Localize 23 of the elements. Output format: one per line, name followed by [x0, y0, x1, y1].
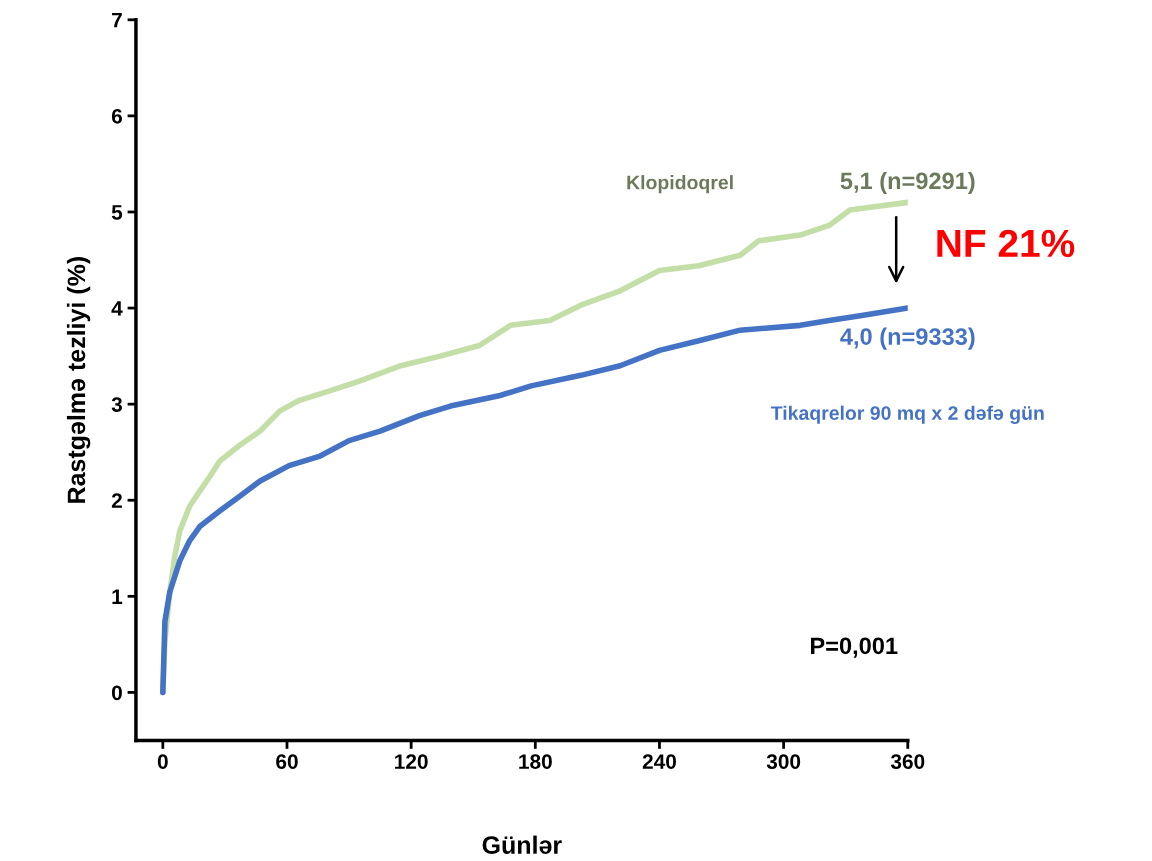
y-tick-label: 5	[111, 205, 123, 220]
y-tick-label: 1	[112, 589, 123, 604]
y-tick-label: 3	[111, 397, 122, 412]
x-tick-label: 120	[395, 754, 428, 769]
y-axis-title: Rastgəlmə tezliyi (%)	[66, 257, 91, 503]
y-tick-label: 4	[111, 301, 123, 316]
data-label: 5,1 (n=9291)	[840, 171, 975, 194]
text: NF 21%	[937, 229, 1075, 258]
y-tick-label: 7	[112, 13, 122, 28]
x-tick-label: 0	[157, 754, 168, 769]
x-tick-label: 60	[276, 754, 298, 769]
x-tick-label: 360	[890, 754, 925, 769]
data-label: 4,0 (n=9333)	[840, 327, 975, 350]
text: Klopidoqrel	[627, 175, 733, 194]
x-tick-label: 300	[766, 754, 801, 769]
x-tick-label: 240	[642, 754, 676, 769]
y-tick-label: 0	[111, 685, 122, 701]
text: Tikaqrelor 90 mq x 2 dəfə gün	[770, 405, 1044, 424]
x-tick-label: 180	[519, 754, 552, 769]
y-tick-label: 6	[111, 108, 122, 124]
x-axis-title: Günlər	[482, 835, 562, 854]
y-tick-label: 2	[111, 493, 122, 508]
annotation: P=0,001	[811, 637, 898, 658]
